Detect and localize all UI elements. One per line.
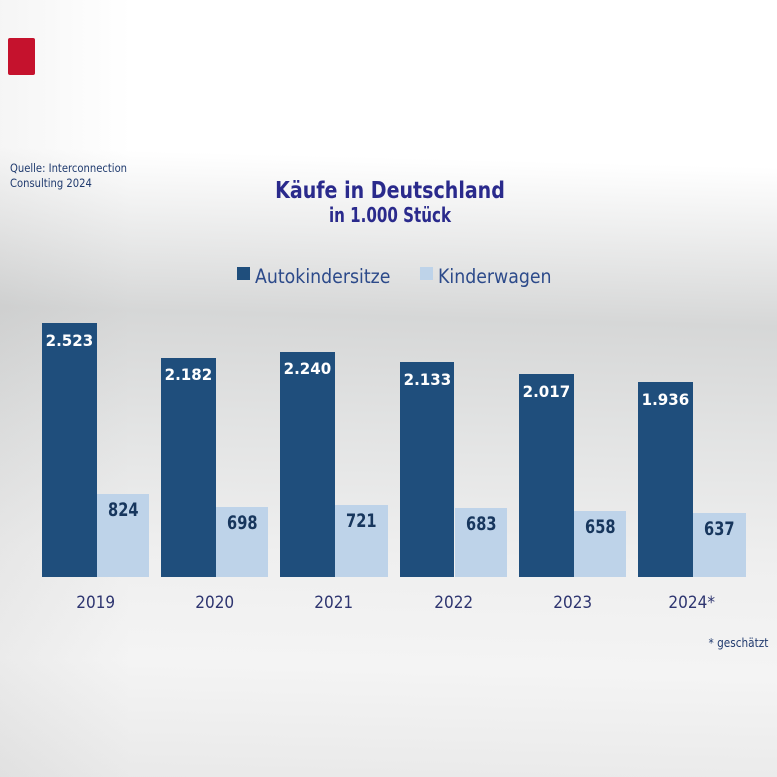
legend-swatch-dark-icon bbox=[237, 267, 250, 280]
bar-value-label: 2.133 bbox=[403, 369, 451, 389]
legend-label-kinderwagen: Kinderwagen bbox=[437, 265, 552, 288]
x-axis-label-2019: 2019 bbox=[76, 592, 115, 613]
bar-value-label: 2.017 bbox=[522, 381, 571, 401]
bar-value-label: 721 bbox=[346, 510, 377, 532]
bar-value-label: 698 bbox=[226, 512, 258, 534]
bar-autokindersitze-2022: 2.133 bbox=[399, 362, 455, 578]
bar-value-label: 683 bbox=[465, 514, 497, 536]
bar-value-label: 637 bbox=[704, 519, 735, 541]
bar-value-label: 658 bbox=[584, 516, 616, 538]
bar-autokindersitze-2023: 2.017 bbox=[519, 374, 574, 578]
bar-autokindersitze-2024*: 1.936 bbox=[638, 382, 694, 578]
bar-value-label: 824 bbox=[107, 500, 139, 522]
bar-kinderwagen-2019: 824 bbox=[96, 494, 150, 578]
bar-value-label: 1.936 bbox=[641, 389, 690, 409]
x-axis-label-2023: 2023 bbox=[553, 592, 593, 613]
x-axis-label-2022: 2022 bbox=[433, 592, 473, 613]
legend-swatch-light-icon bbox=[419, 267, 433, 280]
source-note-line2: Consulting 2024 bbox=[10, 175, 92, 190]
footnote: * geschätzt bbox=[708, 636, 768, 650]
chart-title: Käufe in Deutschland bbox=[275, 176, 505, 204]
bar-autokindersitze-2021: 2.240 bbox=[280, 351, 336, 578]
bar-autokindersitze-2020: 2.182 bbox=[161, 357, 216, 578]
legend-label-autokindersitze: Autokindersitze bbox=[255, 265, 391, 288]
bar-value-label: 2.523 bbox=[45, 330, 93, 350]
bar-value-label: 2.240 bbox=[284, 359, 332, 379]
bar-value-label: 2.182 bbox=[164, 365, 213, 385]
logo-block bbox=[7, 37, 35, 75]
source-note-line1: Quelle: Interconnection bbox=[10, 161, 128, 175]
x-axis-label-2024*: 2024* bbox=[668, 592, 716, 613]
source-note: Quelle: Interconnection Consulting 2024 bbox=[10, 161, 201, 190]
x-axis-label-2021: 2021 bbox=[314, 592, 354, 613]
bar-kinderwagen-2022: 683 bbox=[454, 508, 508, 578]
bar-kinderwagen-2024*: 637 bbox=[693, 513, 746, 578]
bar-kinderwagen-2023: 658 bbox=[573, 510, 627, 578]
bar-autokindersitze-2019: 2.523 bbox=[41, 323, 97, 578]
x-axis-label-2020: 2020 bbox=[195, 592, 235, 613]
bar-kinderwagen-2020: 698 bbox=[215, 506, 269, 578]
chart-subtitle: in 1.000 Stück bbox=[328, 203, 452, 227]
bar-kinderwagen-2021: 721 bbox=[335, 504, 388, 578]
